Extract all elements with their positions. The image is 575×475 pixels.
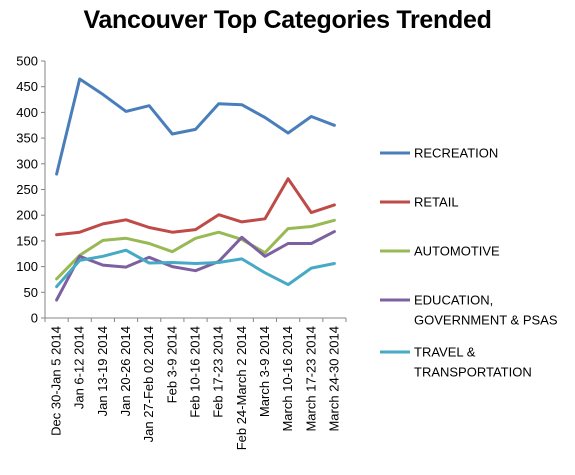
y-tick-label: 150 <box>16 233 38 248</box>
x-tick-label: March 17-23 2014 <box>303 326 318 432</box>
legend-label-retail: RETAIL <box>414 195 459 210</box>
legend-label-education-government-psas: GOVERNMENT & PSAS <box>414 313 558 328</box>
x-tick-label: Jan 13-19 2014 <box>95 326 110 416</box>
legend-label-automotive: AUTOMOTIVE <box>414 244 500 259</box>
x-tick-label: Jan 20-26 2014 <box>118 326 133 416</box>
y-tick-label: 100 <box>16 259 38 274</box>
x-tick-label: Feb 24-March 2 2014 <box>234 326 249 450</box>
x-tick-label: Jan 27-Feb 02 2014 <box>141 326 156 442</box>
legend-label-education-government-psas: EDUCATION, <box>414 293 493 308</box>
series-line-retail <box>55 177 336 237</box>
x-tick-label: Feb 10-16 2014 <box>188 326 203 418</box>
legend-label-recreation: RECREATION <box>414 146 498 161</box>
x-axis-ticks: Dec 30-Jan 5 2014 Jan 6-12 2014 Jan 13-19 … <box>44 318 347 450</box>
x-tick-label: Feb 17-23 2014 <box>211 326 226 418</box>
x-tick-label: Jan 6-12 2014 <box>72 326 87 409</box>
y-tick-label: 50 <box>24 285 38 300</box>
y-tick-label: 250 <box>16 182 38 197</box>
y-tick-label: 200 <box>16 208 38 223</box>
y-tick-label: 400 <box>16 105 38 120</box>
legend-label-travel-transportation: TRAVEL & <box>414 345 476 360</box>
series-line-automotive <box>55 218 336 281</box>
series-line-recreation <box>55 77 336 176</box>
series-line-education-government-psas <box>55 230 336 302</box>
x-tick-label: Dec 30-Jan 5 2014 <box>49 326 64 436</box>
y-tick-label: 300 <box>16 156 38 171</box>
x-tick-label: March 3-9 2014 <box>257 326 272 417</box>
x-tick-label: Feb 3-9 2014 <box>164 326 179 403</box>
y-tick-label: 500 <box>16 54 38 69</box>
y-tick-label: 450 <box>16 79 38 94</box>
x-tick-label: March 24-30 2014 <box>326 326 341 432</box>
series-layer <box>55 77 336 302</box>
legend-label-travel-transportation: TRANSPORTATION <box>414 365 532 380</box>
y-tick-label: 350 <box>16 131 38 146</box>
y-tick-label: 0 <box>31 311 38 326</box>
chart-title: Vancouver Top Categories Trended <box>83 6 492 34</box>
axes <box>44 61 346 319</box>
series-line-travel-transportation <box>55 248 336 289</box>
legend: RECREATION RETAIL AUTOMOTIVE EDUCATION, GOVE… <box>380 146 558 380</box>
y-axis-ticks: 0 50 100 150 200 250 300 350 400 450 500 <box>16 54 45 326</box>
x-tick-label: March 10-16 2014 <box>280 326 295 432</box>
